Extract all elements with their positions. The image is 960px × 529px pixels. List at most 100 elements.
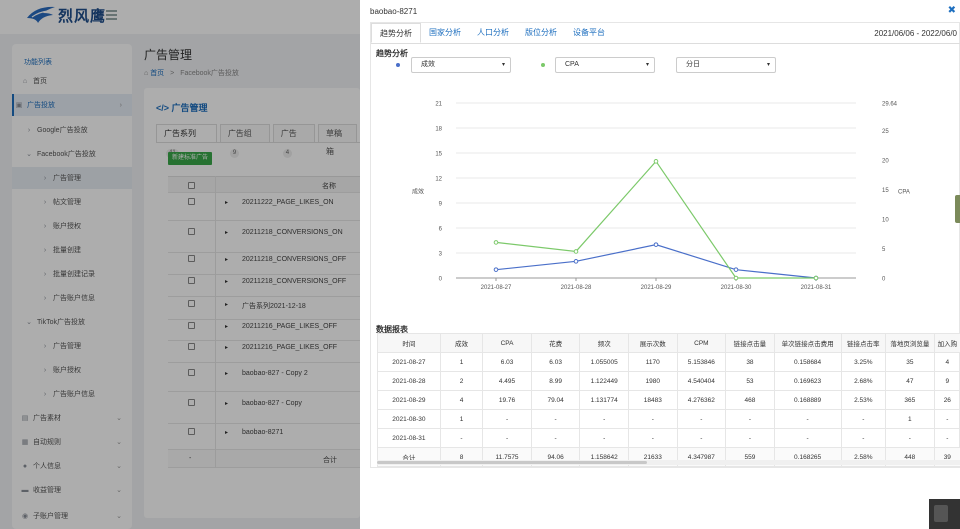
expand-row-icon[interactable]: ▸ xyxy=(225,401,229,407)
report-column-header[interactable]: 时间 xyxy=(377,333,441,353)
sidebar-item-0[interactable]: ⌂ 首页 xyxy=(12,70,132,92)
sidebar-item-12[interactable]: › 账户授权 xyxy=(12,359,132,381)
sidebar-item-8[interactable]: › 批量创建记录 xyxy=(12,263,132,285)
analysis-tab-0[interactable]: 趋势分析 xyxy=(371,23,421,43)
tab-1[interactable]: 广告组 9 xyxy=(219,124,270,158)
chevron-right-icon: › xyxy=(43,342,47,350)
modal-backdrop[interactable] xyxy=(0,0,360,529)
breadcrumb-home[interactable]: 首页 xyxy=(150,70,165,77)
expand-row-icon[interactable]: ▸ xyxy=(225,279,229,285)
table-row[interactable]: ▸ 20211216_PAGE_LIKES_OFF xyxy=(168,320,360,341)
expand-row-icon[interactable]: ▸ xyxy=(225,345,229,351)
report-cell: 4.540404 xyxy=(676,371,727,391)
new-standard-ad-button[interactable]: 新建标准广告 xyxy=(168,152,213,165)
tab-3[interactable]: 草稿箱 xyxy=(317,124,357,156)
report-column-header[interactable]: 花费 xyxy=(530,333,581,353)
expand-row-icon[interactable]: ▸ xyxy=(225,324,229,330)
sidebar-item-10[interactable]: ⌄ TikTok广告投放 xyxy=(12,311,132,333)
sidebar-item-9[interactable]: › 广告账户信息 xyxy=(12,287,132,309)
sidebar-item-6[interactable]: › 账户授权 xyxy=(12,215,132,237)
report-column-header[interactable]: CPM xyxy=(676,333,727,353)
sidebar-item-11[interactable]: › 广告管理 xyxy=(12,335,132,357)
expand-row-icon[interactable]: ▸ xyxy=(225,200,229,206)
table-row[interactable]: ▸ 广告系列2021-12-18 xyxy=(168,297,360,320)
report-column-header[interactable]: CPA xyxy=(482,333,532,353)
sidebar-item-1[interactable]: ▣ 广告投放 › xyxy=(12,94,132,116)
expand-row-icon[interactable]: ▸ xyxy=(225,371,229,377)
analysis-tab-1[interactable]: 国家分析 xyxy=(429,28,461,37)
row-checkbox[interactable] xyxy=(188,255,195,262)
date-range-picker[interactable]: 2021/06/06 - 2022/06/0 xyxy=(874,29,957,38)
sidebar-item-15[interactable]: ▦ 自动规则 ⌄ xyxy=(12,431,132,453)
report-column-header[interactable]: 频次 xyxy=(579,333,629,353)
report-column-header[interactable]: 单次链接点击费用 xyxy=(773,333,842,353)
campaign-name[interactable]: 广告系列2021-12-18 xyxy=(242,303,306,310)
sidebar-item-14[interactable]: ▤ 广告素材 ⌄ xyxy=(12,407,132,429)
analysis-tab-3[interactable]: 版位分析 xyxy=(525,28,557,37)
row-checkbox[interactable] xyxy=(188,277,195,284)
sidebar-item-16[interactable]: ● 个人信息 ⌄ xyxy=(12,455,132,477)
sidebar-item-7[interactable]: › 批量创建 xyxy=(12,239,132,261)
campaign-name[interactable]: 20211216_PAGE_LIKES_OFF xyxy=(242,323,338,330)
metric2-select[interactable]: CPA ▾ xyxy=(555,57,655,73)
menu-toggle-icon[interactable] xyxy=(106,10,117,20)
campaign-name[interactable]: baobao-827 - Copy 2 xyxy=(242,370,308,377)
sidebar-item-label: 广告素材 xyxy=(33,415,61,422)
report-column-header[interactable]: 成效 xyxy=(439,333,484,353)
report-cell: 1170 xyxy=(627,352,678,372)
table-row[interactable]: ▸ 20211216_PAGE_LIKES_OFF xyxy=(168,341,360,363)
app-logo[interactable]: 烈风鹰 xyxy=(26,4,106,26)
table-row[interactable]: ▸ 20211222_PAGE_LIKES_ON xyxy=(168,193,360,221)
sidebar-item-18[interactable]: ◉ 子账户管理 ⌄ xyxy=(12,505,132,527)
row-checkbox[interactable] xyxy=(188,428,195,435)
table-row[interactable]: ▸ baobao-827 - Copy 2 xyxy=(168,363,360,392)
row-checkbox[interactable] xyxy=(188,343,195,350)
campaign-name[interactable]: 20211216_PAGE_LIKES_OFF xyxy=(242,344,338,351)
table-row[interactable]: ▸ baobao-827 - Copy xyxy=(168,392,360,424)
select-all-checkbox[interactable] xyxy=(188,182,195,189)
y-left-tick-label: 12 xyxy=(435,177,442,183)
report-column-header[interactable]: 链接点击率 xyxy=(840,333,887,353)
expand-row-icon[interactable]: ▸ xyxy=(225,230,229,236)
table-row[interactable]: ▸ 20211218_CONVERSIONS_OFF xyxy=(168,253,360,275)
campaign-name[interactable]: 20211218_CONVERSIONS_OFF xyxy=(242,256,347,263)
expand-row-icon[interactable]: ▸ xyxy=(225,302,229,308)
campaign-name[interactable]: 20211218_CONVERSIONS_OFF xyxy=(242,278,347,285)
sidebar-item-4[interactable]: › 广告管理 xyxy=(12,167,132,189)
sidebar-item-3[interactable]: ⌄ Facebook广告投放 xyxy=(12,143,132,165)
table-horizontal-scrollbar[interactable] xyxy=(377,460,960,465)
tab-2[interactable]: 广告 4 xyxy=(272,124,315,158)
row-checkbox[interactable] xyxy=(188,198,195,205)
metric1-select[interactable]: 成效 ▾ xyxy=(411,57,511,73)
sidebar-item-5[interactable]: › 帖文管理 xyxy=(12,191,132,213)
sidebar-item-2[interactable]: › Google广告投放 xyxy=(12,119,132,141)
analysis-tab-2[interactable]: 人口分析 xyxy=(477,28,509,37)
floating-widget[interactable] xyxy=(929,499,960,529)
report-column-header[interactable]: 链接点击量 xyxy=(725,333,775,353)
sidebar-item-13[interactable]: › 广告账户信息 xyxy=(12,383,132,405)
report-column-header[interactable]: 加入购 xyxy=(933,333,960,353)
campaign-name[interactable]: baobao-8271 xyxy=(242,429,284,436)
close-icon[interactable]: ✖ xyxy=(947,5,956,16)
expand-row-icon[interactable]: ▸ xyxy=(225,430,229,436)
row-checkbox[interactable] xyxy=(188,369,195,376)
table-row[interactable]: ▸ 20211218_CONVERSIONS_OFF xyxy=(168,275,360,297)
row-checkbox[interactable] xyxy=(188,228,195,235)
sidebar-item-17[interactable]: ▬ 收益管理 ⌄ xyxy=(12,479,132,501)
report-column-header[interactable]: 落地页浏览量 xyxy=(885,333,935,353)
expand-row-icon[interactable]: ▸ xyxy=(225,257,229,263)
campaign-name[interactable]: baobao-827 - Copy xyxy=(242,400,302,407)
row-checkbox[interactable] xyxy=(188,300,195,307)
report-cell: 2021-08-29 xyxy=(377,390,441,410)
analysis-tab-4[interactable]: 设备平台 xyxy=(573,28,605,37)
table-row[interactable]: ▸ baobao-8271 xyxy=(168,424,360,450)
side-panel-handle[interactable] xyxy=(955,195,960,223)
campaign-name[interactable]: 20211218_CONVERSIONS_ON xyxy=(242,229,343,236)
campaign-name[interactable]: 20211222_PAGE_LIKES_ON xyxy=(242,199,334,206)
table-row[interactable]: ▸ 20211218_CONVERSIONS_ON xyxy=(168,221,360,253)
report-column-header[interactable]: 展示次数 xyxy=(627,333,678,353)
row-checkbox[interactable] xyxy=(188,399,195,406)
granularity-select[interactable]: 分日 ▾ xyxy=(676,57,776,73)
row-checkbox[interactable] xyxy=(188,322,195,329)
card-icon: ▬ xyxy=(21,486,29,494)
